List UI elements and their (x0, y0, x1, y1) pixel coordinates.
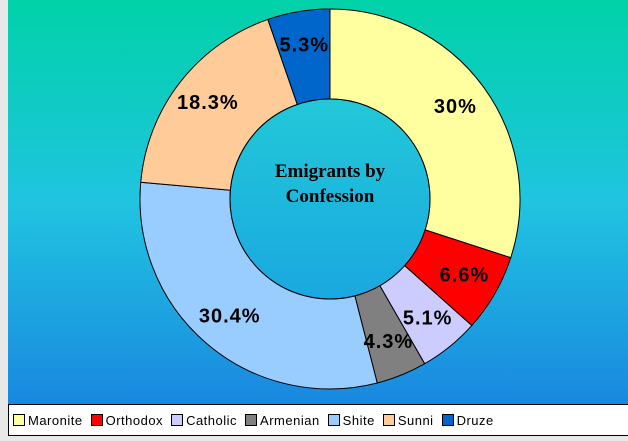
legend-swatch (441, 414, 454, 426)
legend-swatch (327, 414, 340, 426)
data-label: 4.3% (364, 331, 414, 353)
legend-swatch (171, 414, 184, 426)
legend-item: Catholic (171, 413, 237, 428)
legend-label: Shite (342, 412, 375, 428)
data-label: 30% (434, 96, 477, 118)
legend-label: Druze (456, 412, 494, 428)
legend-label: Sunni (397, 412, 434, 428)
hole (229, 98, 431, 300)
data-label: 5.3% (280, 34, 330, 56)
legend-label: Orthodox (105, 412, 164, 428)
legend-swatch (382, 414, 395, 426)
data-label: 30.4% (199, 305, 261, 327)
labels: 30% 6.6% 5.1%4.3% 30.4% 18.3% 5.3% (177, 34, 490, 353)
legend-item: Maronite (13, 413, 83, 428)
legend-item: Sunni (382, 412, 434, 428)
legend-swatch (90, 414, 103, 426)
legend-item: Armenian (245, 413, 320, 428)
data-label: 6.6% (440, 264, 490, 286)
center-title: Emigrants by Confession (274, 161, 386, 207)
legend-item: Shite (327, 412, 375, 428)
legend-item: Druze (441, 412, 494, 428)
legend-item: Orthodox (90, 412, 164, 428)
legend: Maronite Orthodox Catholic Armenian Shite Sun… (8, 404, 628, 436)
data-label: 5.1% (403, 308, 453, 330)
legend-label: Maronite (28, 412, 83, 428)
legend-label: Catholic (186, 412, 238, 428)
chart: 30% 6.6% 5.1%4.3% 30.4% 18.3% 5.3% (8, 0, 628, 404)
legend-label: Armenian (260, 412, 320, 428)
data-label: 18.3% (177, 92, 239, 114)
legend-swatch (13, 414, 25, 426)
legend-swatch (245, 414, 258, 426)
slices (139, 8, 521, 390)
